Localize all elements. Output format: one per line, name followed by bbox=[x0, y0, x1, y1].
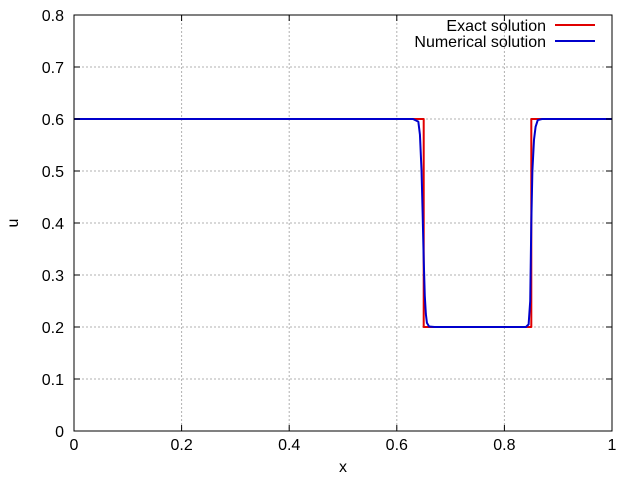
x-tick-label: 0 bbox=[70, 437, 79, 454]
x-tick-label: 0.4 bbox=[278, 437, 300, 454]
series-line-numerical bbox=[74, 118, 612, 328]
y-tick-label: 0.7 bbox=[42, 60, 64, 77]
y-tick-label: 0.4 bbox=[42, 216, 64, 233]
series-layer bbox=[74, 118, 612, 328]
y-tick-label: 0.6 bbox=[42, 112, 64, 129]
x-axis-label: x bbox=[339, 459, 347, 476]
tick-labels: 0 0.2 0.4 0.6 0.8 1 0 0.1 0.2 0.3 0.4 0.5 0.6 0.7 0.8 bbox=[42, 8, 617, 454]
y-tick-label: 0.2 bbox=[42, 320, 64, 337]
y-tick-label: 0.3 bbox=[42, 268, 64, 285]
y-tick-label: 0.8 bbox=[42, 8, 64, 25]
x-tick-label: 0.6 bbox=[386, 437, 408, 454]
x-tick-label: 1 bbox=[608, 437, 617, 454]
legend-label: Exact solution bbox=[446, 18, 546, 35]
y-tick-label: 0.5 bbox=[42, 164, 64, 181]
y-tick-label: 0 bbox=[55, 424, 64, 441]
legend-label: Numerical solution bbox=[414, 34, 546, 51]
x-tick-label: 0.2 bbox=[170, 437, 192, 454]
y-tick-label: 0.1 bbox=[42, 372, 64, 389]
axis-ticks bbox=[73, 14, 613, 432]
x-tick-label: 0.8 bbox=[493, 437, 515, 454]
y-axis-label: u bbox=[5, 219, 22, 228]
